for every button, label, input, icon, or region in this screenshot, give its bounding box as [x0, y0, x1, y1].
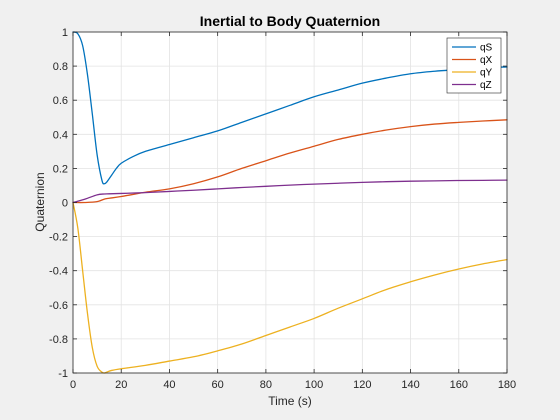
series-line-qZ	[72, 179, 508, 204]
series-lines	[72, 31, 508, 374]
legend-label-qS: qS	[480, 43, 493, 54]
x-tick-label: 140	[401, 379, 419, 391]
y-tick-label: 0.8	[53, 61, 68, 73]
x-tick-label: 180	[498, 379, 516, 391]
x-tick-label: 120	[353, 379, 371, 391]
y-tick-label: -0.6	[49, 300, 68, 312]
y-tick-label: 0.2	[53, 163, 68, 175]
legend-label-qY: qY	[480, 68, 493, 79]
series-line-qY	[72, 201, 508, 374]
legend-label-qZ: qZ	[480, 80, 492, 91]
grid-lines	[72, 31, 508, 374]
y-tick-label: -0.4	[49, 266, 68, 278]
x-tick-label: 40	[163, 379, 175, 391]
chart-title: Inertial to Body Quaternion	[200, 13, 380, 29]
x-tick-label: 0	[70, 379, 76, 391]
y-tick-label: -0.2	[49, 232, 68, 244]
y-tick-label: 0.4	[53, 129, 68, 141]
x-tick-label: 80	[260, 379, 272, 391]
axis-ticks: 0 20 40 60 80 100 120 140 160 180 -1 -0.8 -0.6 -0.4 -0…	[49, 27, 516, 391]
y-axis-label: Quaternion	[33, 172, 47, 231]
series-line-qX	[72, 119, 508, 204]
x-axis-label: Time (s)	[268, 394, 312, 408]
x-tick-label: 20	[115, 379, 127, 391]
series-line-qS	[72, 31, 508, 185]
x-tick-label: 100	[305, 379, 323, 391]
x-tick-label: 160	[450, 379, 468, 391]
y-tick-label: 0	[62, 198, 68, 210]
y-tick-label: -1	[58, 368, 68, 380]
legend-label-qX: qX	[480, 55, 493, 66]
y-tick-label: -0.8	[49, 334, 68, 346]
x-tick-label: 60	[212, 379, 224, 391]
y-tick-label: 0.6	[53, 95, 68, 107]
y-tick-label: 1	[62, 27, 68, 39]
